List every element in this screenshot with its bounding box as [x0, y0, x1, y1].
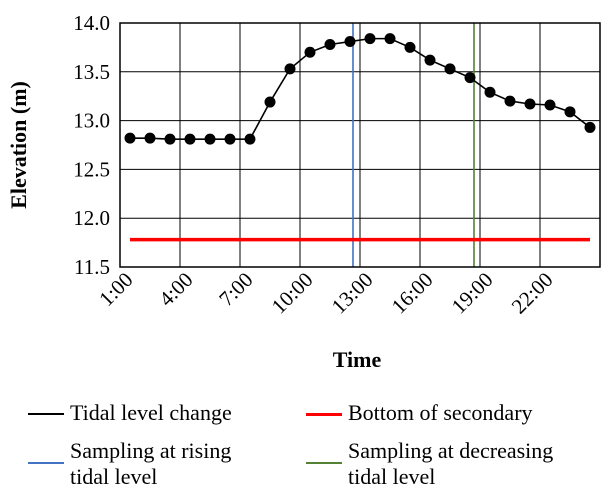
- y-axis-label: Elevation (m): [6, 81, 31, 209]
- tidal-level-point: [244, 133, 256, 145]
- series: [124, 33, 596, 242]
- x-tick-labels: 1:00 4:00 7:00 10:00 13:00 16:00 19:00 22:00: [94, 268, 557, 319]
- plot-frame: [119, 22, 601, 268]
- y-tick-labels: 11.5 12.0 12.5 13.0 13.5 14.0: [73, 11, 110, 279]
- tidal-level-point: [384, 33, 396, 45]
- y-tick-label: 12.5: [73, 157, 110, 181]
- tidal-level-point: [184, 133, 196, 145]
- sampling-lines: [352, 23, 475, 267]
- tidal-level-point: [404, 41, 416, 53]
- x-axis-label: Time: [333, 347, 382, 372]
- tidal-level-point: [304, 46, 316, 58]
- y-tick-label: 13.0: [73, 109, 110, 133]
- tidal-level-point: [344, 36, 356, 48]
- y-tick-label: 12.0: [73, 206, 110, 230]
- x-tick-label: 22:00: [507, 268, 558, 319]
- tidal-level-point: [264, 96, 276, 108]
- x-tick-label: 7:00: [214, 268, 257, 311]
- grid: [120, 22, 600, 268]
- x-tick-label: 19:00: [447, 268, 498, 319]
- x-tick-label: 16:00: [387, 268, 438, 319]
- tidal-level-point: [464, 72, 476, 84]
- tidal-level-point: [204, 133, 216, 145]
- tidal-level-point: [164, 133, 176, 145]
- y-tick-label: 14.0: [73, 11, 110, 35]
- tidal-level-point: [364, 33, 376, 45]
- tidal-level-point: [564, 106, 576, 118]
- tidal-level-point: [324, 38, 336, 50]
- tidal-level-point: [484, 86, 496, 98]
- y-tick-label: 11.5: [74, 255, 110, 279]
- tidal-level-point: [284, 63, 296, 75]
- x-tick-label: 4:00: [154, 268, 197, 311]
- y-tick-label: 13.5: [73, 60, 110, 84]
- tidal-level-point: [504, 95, 516, 107]
- tidal-level-point: [584, 121, 596, 133]
- tidal-level-point: [524, 98, 536, 110]
- x-tick-label: 13:00: [327, 268, 378, 319]
- tidal-level-point: [224, 133, 236, 145]
- tidal-level-point: [424, 54, 436, 66]
- tidal-level-point: [444, 63, 456, 75]
- tidal-level-point: [124, 132, 136, 144]
- tidal-level-point: [144, 132, 156, 144]
- x-tick-label: 10:00: [267, 268, 318, 319]
- tidal-level-point: [544, 99, 556, 111]
